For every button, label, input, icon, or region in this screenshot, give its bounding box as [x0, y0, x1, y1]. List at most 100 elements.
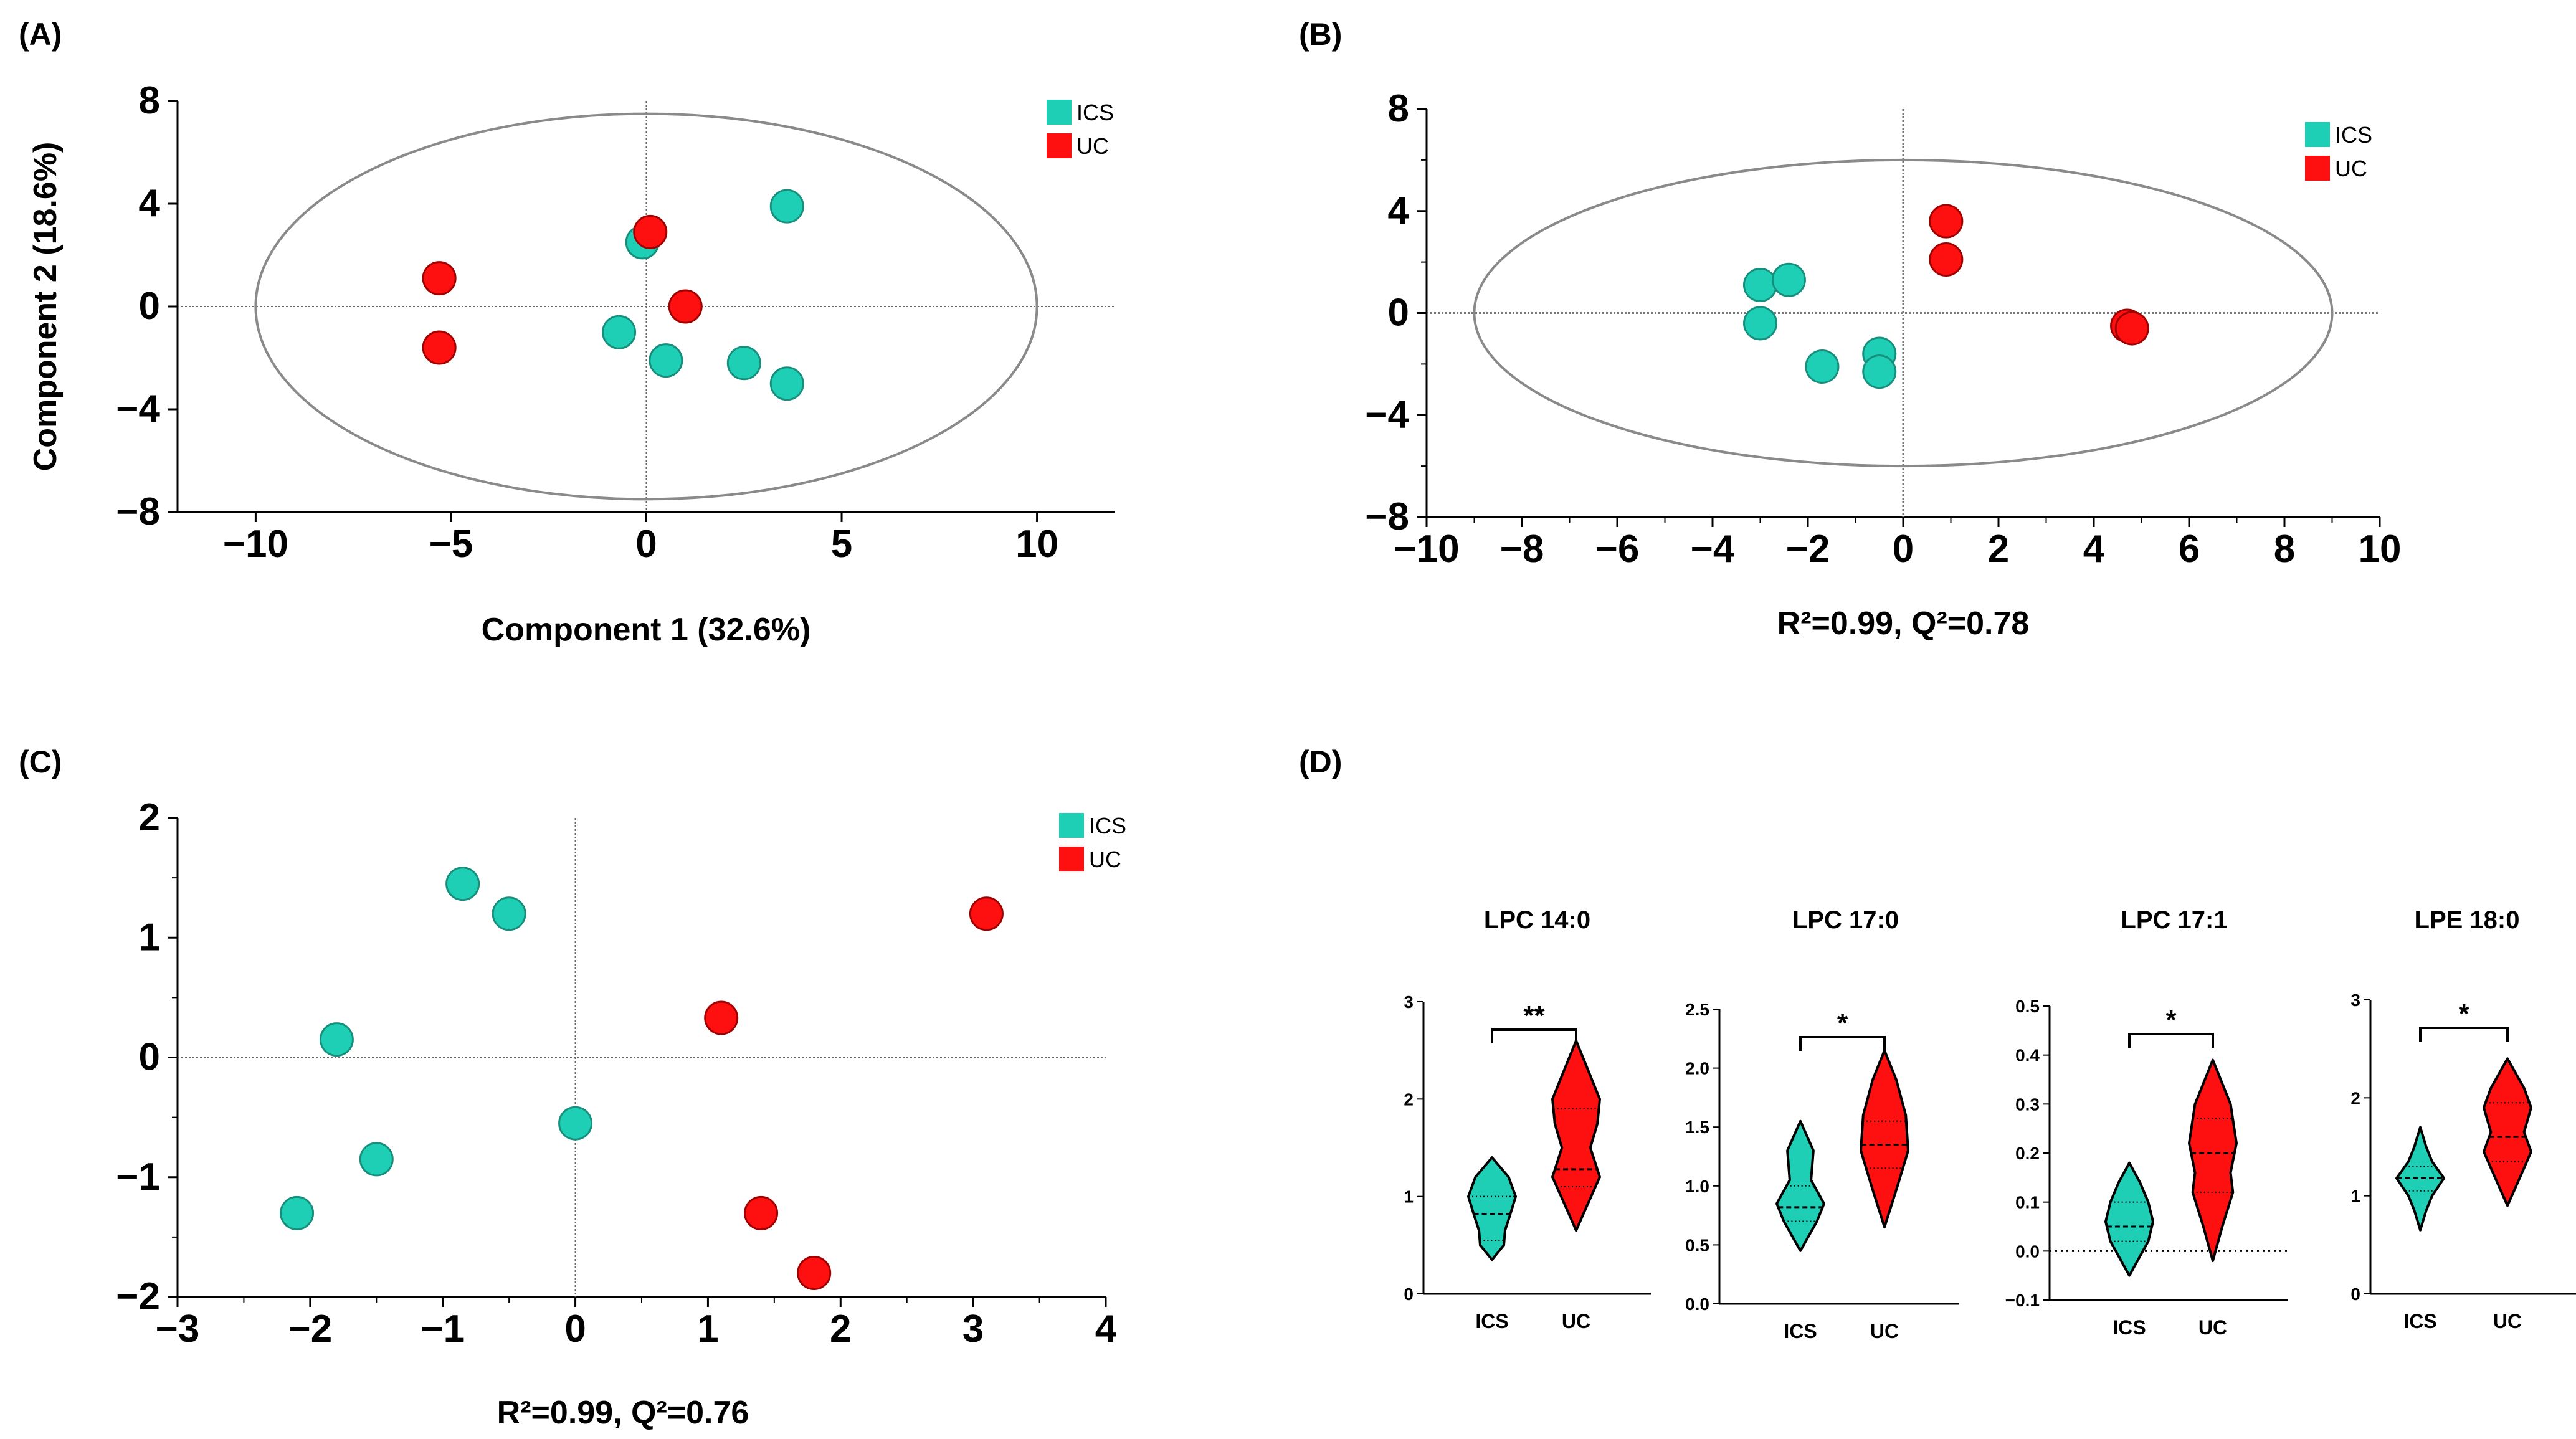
significance-bracket [1799, 1036, 1886, 1051]
ics-point [359, 1142, 394, 1177]
y-tick-label: 8 [1388, 87, 1409, 130]
y-tick-label: 0.4 [2015, 1046, 2040, 1065]
violin-title: LPE 18:0 [2415, 906, 2520, 934]
uc-point [1929, 204, 1964, 239]
y-tick-label: 2.0 [1685, 1059, 1709, 1078]
legend-ics-label: ICS [1089, 813, 1126, 838]
y-tick-label: −8 [116, 490, 160, 533]
uc-point [1929, 242, 1964, 277]
uc-point [2114, 311, 2149, 346]
legend-uc-swatch [1059, 847, 1084, 871]
ics-point [280, 1195, 315, 1230]
y-tick-label: 3 [1404, 992, 1414, 1012]
ics-point [769, 366, 804, 401]
y-tick-label: −4 [1365, 393, 1409, 436]
y-tick-label: 1 [139, 916, 160, 959]
violin-title: LPC 17:1 [2121, 906, 2227, 934]
uc-point [422, 261, 457, 296]
y-tick-label: 1.0 [1685, 1177, 1709, 1196]
confidence-ellipse [254, 112, 1038, 501]
category-label: UC [1870, 1320, 1899, 1342]
legend-ics-swatch [1047, 100, 1072, 125]
panel-a-scatter: −10 −5 0 5 10 −8 −4 0 4 8 Component 1 (32.6%) Compo… [27, 79, 1115, 648]
ics-violin [1775, 1119, 1825, 1252]
x-axis-title: R²=0.99, Q²=0.78 [1777, 606, 2030, 642]
ics-point [726, 346, 761, 381]
legend-uc-label: UC [1089, 847, 1121, 872]
x-tick-label: −4 [1691, 528, 1735, 571]
y-tick-label: 2 [139, 796, 160, 839]
category-label: UC [1562, 1310, 1590, 1332]
y-tick-label: −4 [116, 387, 160, 430]
legend-uc-swatch [2305, 156, 2330, 181]
x-tick-label: 1 [697, 1308, 718, 1351]
category-label: ICS [1784, 1320, 1817, 1342]
y-axis-title: Component 2 (18.6%) [27, 142, 64, 472]
significance-bracket [2128, 1033, 2214, 1048]
x-tick-label: −8 [1500, 528, 1544, 571]
y-tick-label: 0 [139, 1036, 160, 1079]
uc-violin [1860, 1049, 1909, 1229]
legend-uc-swatch [1047, 133, 1072, 158]
significance-marker: * [1837, 1008, 1848, 1038]
x-tick-label: −5 [429, 523, 473, 566]
x-tick-label: 0 [1893, 528, 1914, 571]
violin-title: LPC 14:0 [1484, 906, 1590, 934]
x-tick-label: 2 [830, 1308, 851, 1351]
uc-point [797, 1256, 832, 1291]
legend-uc-label: UC [2335, 156, 2367, 181]
violin-title: LPC 17:0 [1792, 906, 1899, 934]
x-tick-label: 5 [831, 523, 852, 566]
ics-point [649, 343, 683, 378]
significance-bracket [2419, 1027, 2509, 1042]
violin-plot-2: LPC 17:0 0.0 0.5 1.0 1.5 2.0 2.5 ICS UC * [1685, 906, 1959, 1342]
x-tick-label: −1 [421, 1308, 465, 1351]
category-label: UC [2493, 1310, 2522, 1332]
category-label: ICS [2403, 1310, 2436, 1332]
y-tick-label: 0.0 [1685, 1294, 1709, 1314]
uc-violin [2188, 1058, 2238, 1263]
x-tick-label: −6 [1595, 528, 1640, 571]
y-tick-label: 0.3 [2015, 1095, 2040, 1114]
x-tick-label: 3 [962, 1308, 984, 1351]
legend-uc-label: UC [1077, 133, 1109, 159]
x-tick-label: −2 [288, 1308, 333, 1351]
confidence-ellipse [1473, 158, 2334, 468]
y-tick-label: 4 [139, 182, 161, 225]
ics-point [319, 1022, 354, 1057]
significance-marker: * [2165, 1005, 2177, 1035]
x-tick-label: −10 [223, 523, 288, 566]
ics-point [445, 867, 480, 901]
uc-point [668, 289, 703, 324]
x-tick-label: −10 [1394, 528, 1459, 571]
x-tick-label: 2 [1988, 528, 2009, 571]
y-tick-label: −2 [116, 1275, 160, 1318]
ics-point [1771, 262, 1806, 297]
ics-point [1805, 349, 1840, 384]
x-axis-title: R²=0.99, Q²=0.76 [497, 1395, 749, 1431]
ics-violin [1467, 1156, 1517, 1261]
y-tick-label: 3 [2350, 990, 2360, 1010]
y-tick-label: 8 [139, 79, 160, 122]
ics-point [558, 1106, 593, 1141]
y-tick-label: −8 [1365, 495, 1409, 538]
y-tick-label: 0.5 [2015, 997, 2040, 1016]
x-tick-label: 6 [2179, 528, 2200, 571]
y-tick-label: 0 [2350, 1285, 2360, 1304]
significance-marker: ** [1523, 1000, 1545, 1031]
violin-plot-1: LPC 14:0 0 1 2 3 ICS UC ** [1404, 906, 1651, 1332]
x-tick-label: 10 [1015, 523, 1058, 566]
y-tick-label: 0.0 [2015, 1242, 2040, 1261]
ics-violin [2104, 1161, 2154, 1277]
violin-plot-4: LPE 18:0 0 1 2 3 ICS UC * [2350, 906, 2576, 1332]
ics-point [1743, 306, 1777, 341]
legend-ics-swatch [2305, 122, 2330, 147]
uc-point [704, 1000, 739, 1035]
violin-plot-3: LPC 17:1 −0.1 0.0 0.1 0.2 0.3 0.4 0.5 ICS UC * [2005, 906, 2288, 1339]
y-tick-label: 1 [2350, 1187, 2360, 1206]
y-tick-label: 0 [1404, 1285, 1414, 1304]
x-tick-label: −2 [1786, 528, 1830, 571]
y-tick-label: 0 [1388, 292, 1409, 335]
uc-point [969, 896, 1004, 931]
